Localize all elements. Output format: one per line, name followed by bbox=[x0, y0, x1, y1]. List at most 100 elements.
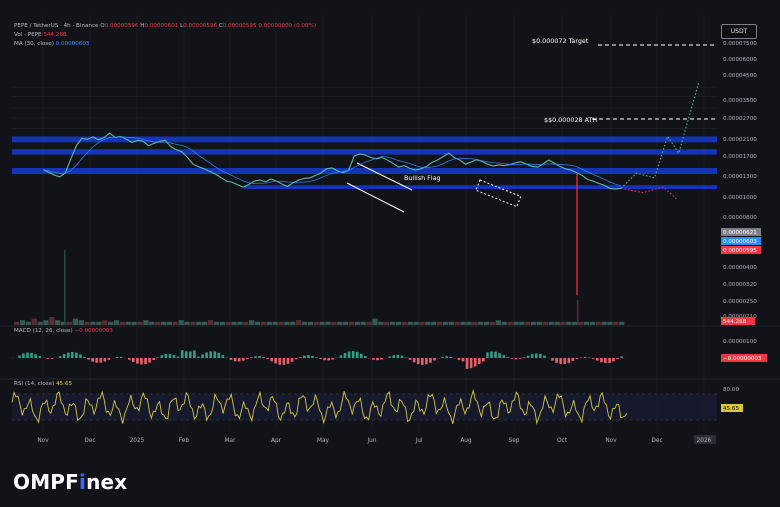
volume-bar-97 bbox=[584, 322, 589, 325]
macd-bar-142 bbox=[592, 358, 595, 359]
ohlc-close: 0.00000595 bbox=[223, 23, 257, 29]
macd-bar-60 bbox=[258, 356, 261, 358]
volume-bar-46 bbox=[284, 322, 289, 325]
macd-bar-40 bbox=[177, 357, 180, 358]
volume-bar-77 bbox=[466, 322, 471, 325]
symbol-label: PEPE / TetherUS · 4h · Binance bbox=[14, 23, 99, 29]
macd-tick-1: −0.00000003 bbox=[723, 356, 762, 362]
volume-bar-25 bbox=[161, 322, 166, 325]
macd-bar-1 bbox=[18, 355, 21, 358]
volume-bar-59 bbox=[361, 322, 366, 325]
macd-bar-98 bbox=[413, 358, 416, 362]
macd-bar-137 bbox=[572, 358, 575, 361]
price-tick-0: 0.00007500 bbox=[723, 41, 757, 47]
macd-bar-51 bbox=[222, 355, 225, 358]
volume-bar-37 bbox=[231, 322, 236, 325]
macd-bar-82 bbox=[348, 351, 351, 358]
volume-bar-74 bbox=[449, 322, 454, 325]
macd-bar-65 bbox=[279, 358, 282, 365]
target-label: $0.000072 Target bbox=[532, 37, 589, 45]
macd-bar-46 bbox=[201, 354, 204, 358]
macd-bar-106 bbox=[445, 356, 448, 358]
macd-bar-23 bbox=[108, 358, 111, 360]
volume-bar-38 bbox=[237, 322, 242, 325]
macd-bar-22 bbox=[104, 358, 107, 361]
support-zone-3 bbox=[244, 185, 717, 189]
macd-bar-136 bbox=[568, 358, 571, 363]
ohlc-open: 0.00000596 bbox=[105, 23, 139, 29]
macd-bar-68 bbox=[291, 358, 294, 362]
volume-bar-75 bbox=[455, 322, 460, 325]
volume-bar-48 bbox=[296, 320, 301, 325]
volume-bar-71 bbox=[431, 322, 436, 325]
macd-bar-80 bbox=[340, 355, 343, 358]
bullish-flag-label: Bullish Flag bbox=[404, 174, 441, 182]
x-tick-2: 2025 bbox=[130, 438, 145, 444]
macd-bar-47 bbox=[205, 352, 208, 358]
macd-bar-119 bbox=[498, 353, 501, 358]
macd-bar-11 bbox=[59, 356, 62, 358]
volume-value: 544.26B bbox=[43, 32, 66, 38]
volume-bar-69 bbox=[419, 322, 424, 325]
price-tick-10: 0.00000621 bbox=[723, 230, 757, 236]
volume-bar-42 bbox=[261, 322, 266, 325]
macd-bar-76 bbox=[323, 358, 326, 360]
brand-part3: nex bbox=[86, 470, 127, 494]
volume-bar-55 bbox=[337, 322, 342, 325]
macd-bar-5 bbox=[34, 354, 37, 358]
volume-bar-102 bbox=[613, 322, 618, 325]
volume-bar-3 bbox=[32, 319, 37, 325]
rsi-label: RSI (14, close) bbox=[14, 381, 54, 387]
macd-bar-70 bbox=[299, 357, 302, 358]
macd-bar-9 bbox=[51, 358, 54, 359]
price-tick-4: 0.00002700 bbox=[723, 116, 757, 122]
macd-bar-44 bbox=[193, 350, 196, 358]
volume-bar-18 bbox=[120, 322, 125, 325]
volume-bar-14 bbox=[96, 322, 101, 325]
macd-header: MACD (12, 26, close) −0.00000003 bbox=[14, 328, 113, 334]
macd-bar-13 bbox=[67, 353, 70, 358]
macd-bar-31 bbox=[140, 358, 143, 364]
volume-bar-103 bbox=[619, 322, 624, 325]
volume-bar-85 bbox=[513, 322, 518, 325]
macd-bar-4 bbox=[30, 353, 33, 358]
macd-bar-59 bbox=[254, 356, 257, 358]
volume-bar-53 bbox=[325, 322, 330, 325]
volume-bar-40 bbox=[249, 320, 254, 325]
macd-bar-149 bbox=[620, 356, 623, 358]
macd-bar-132 bbox=[551, 358, 554, 361]
volume-bar-23 bbox=[149, 322, 154, 325]
price-tick-15: 0.00000250 bbox=[723, 299, 757, 305]
volume-bar-10 bbox=[73, 319, 78, 325]
volume-bar-27 bbox=[173, 322, 178, 325]
macd-label: MACD (12, 26, close) bbox=[14, 328, 73, 334]
macd-bar-56 bbox=[242, 358, 245, 361]
macd-bar-128 bbox=[535, 353, 538, 358]
volume-bar-62 bbox=[378, 322, 383, 325]
price-tick-7: 0.00001300 bbox=[723, 174, 757, 180]
rsi-tick-0: 80.00 bbox=[723, 387, 739, 393]
volume-bar-61 bbox=[372, 319, 377, 325]
macd-bar-89 bbox=[376, 358, 379, 360]
macd-value: −0.00000003 bbox=[74, 328, 113, 334]
volume-bar-89 bbox=[537, 322, 542, 325]
macd-bar-118 bbox=[494, 352, 497, 358]
macd-bar-127 bbox=[531, 354, 534, 358]
x-tick-13: Dec bbox=[651, 438, 662, 444]
macd-bar-126 bbox=[527, 356, 530, 358]
volume-bar-24 bbox=[155, 322, 160, 325]
macd-bar-48 bbox=[209, 351, 212, 358]
macd-tick-0: 0.00000100 bbox=[723, 339, 757, 345]
ma-value: 0.00000603 bbox=[56, 41, 90, 47]
volume-bar-47 bbox=[290, 322, 295, 325]
macd-bar-140 bbox=[584, 357, 587, 358]
macd-bar-71 bbox=[303, 356, 306, 358]
volume-bar-30 bbox=[190, 322, 195, 325]
support-zone-2 bbox=[12, 168, 717, 174]
volume-bar-28 bbox=[179, 320, 184, 325]
macd-bar-141 bbox=[588, 357, 591, 358]
volume-bar-93 bbox=[560, 322, 565, 325]
macd-bar-107 bbox=[449, 357, 452, 358]
volume-bar-56 bbox=[343, 322, 348, 325]
currency-button[interactable]: USDT bbox=[721, 24, 757, 39]
